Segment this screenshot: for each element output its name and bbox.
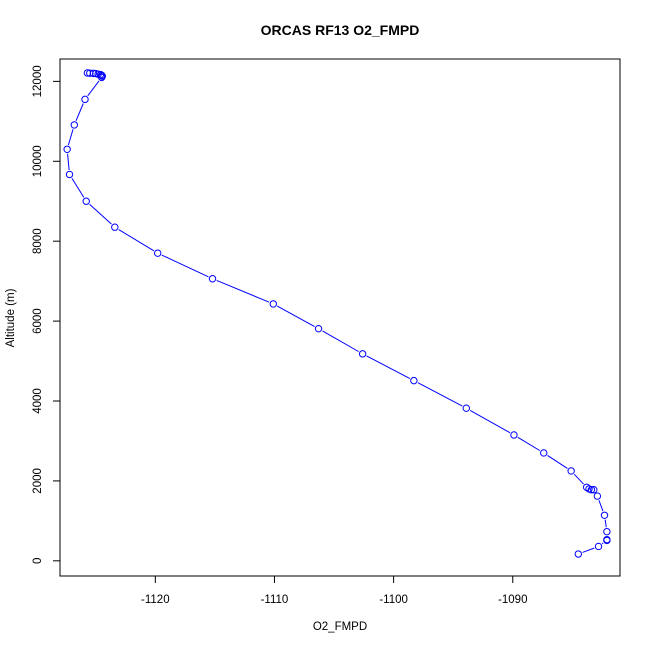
data-point [269, 300, 277, 308]
series-line-segment [276, 305, 315, 327]
data-point [590, 486, 598, 494]
data-point [111, 223, 119, 231]
x-tick-label: -1100 [379, 594, 408, 606]
y-tick-label: 2000 [32, 468, 44, 494]
x-tick-label: -1090 [498, 594, 527, 606]
chart-title: ORCAS RF13 O2_FMPD [261, 22, 420, 38]
data-point [314, 324, 323, 333]
data-point [208, 275, 217, 283]
series-line-segment [547, 454, 568, 469]
data-point [82, 197, 90, 205]
data-point [594, 542, 603, 551]
series-line-segment [71, 178, 85, 198]
data-point [574, 550, 582, 558]
series-line-segment [598, 500, 604, 512]
data-point [70, 121, 78, 129]
data-point [63, 145, 71, 153]
series-line-segment [417, 382, 463, 407]
x-tick-label: -1120 [141, 594, 170, 606]
axes-layer: -1120 -1110 -1100 -1090 0 2000 4000 6000 8000 100… [32, 65, 527, 606]
y-tick-label: 6000 [32, 308, 44, 334]
series-line-segment [67, 153, 70, 171]
data-point [410, 376, 418, 385]
data-point [89, 69, 98, 78]
series-line-segment [601, 542, 604, 545]
series-line-segment [67, 129, 74, 146]
series-line-segment [89, 203, 112, 225]
y-tick-label: 12000 [32, 65, 44, 97]
data-point [600, 511, 609, 519]
data-point [98, 71, 106, 80]
data-point [98, 73, 106, 82]
series-line-segment [573, 473, 584, 485]
series-line-segment [517, 436, 541, 452]
data-point [154, 249, 162, 257]
data-point [510, 431, 518, 439]
y-tick-label: 0 [32, 558, 44, 564]
series-line-segment [469, 409, 511, 434]
data-point [81, 95, 89, 104]
plot-frame [59, 58, 621, 577]
x-axis-label: O2_FMPD [313, 621, 367, 633]
data-point [603, 527, 611, 536]
series-line-segment [161, 254, 209, 278]
data-point [603, 536, 611, 545]
data-point [462, 404, 470, 412]
series-line-segment [75, 103, 84, 121]
data-point [593, 492, 602, 500]
series-line-segment [366, 355, 411, 379]
series-line-segment [322, 330, 359, 353]
y-axis-label: Altitude (m) [5, 288, 17, 347]
data-point [540, 449, 548, 457]
series-line-segment [216, 280, 270, 303]
y-tick-label: 4000 [32, 388, 44, 414]
y-tick-label: 8000 [32, 228, 44, 254]
x-tick-label: -1110 [261, 594, 289, 606]
series-layer [63, 69, 611, 558]
series-line-segment [118, 229, 155, 252]
series-line-segment [604, 519, 607, 528]
data-point [65, 170, 74, 179]
y-tick-label: 10000 [32, 145, 44, 177]
series-line-segment [87, 80, 100, 97]
data-point [567, 467, 575, 475]
data-point [587, 486, 596, 494]
data-point [358, 350, 367, 358]
series-line-segment [582, 547, 595, 553]
